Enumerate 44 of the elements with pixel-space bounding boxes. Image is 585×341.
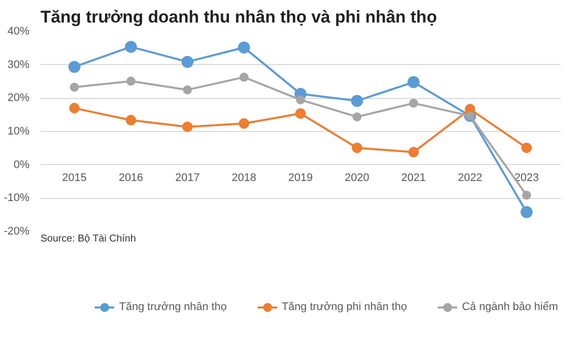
x-tick-label: 2023 xyxy=(514,172,539,184)
y-tick-label: 40% xyxy=(7,26,30,38)
point xyxy=(351,94,364,107)
legend-label: Tăng trưởng nhân thọ xyxy=(119,301,227,314)
point xyxy=(238,118,250,129)
x-tick-label: 2017 xyxy=(175,172,200,184)
point xyxy=(124,40,137,53)
point xyxy=(352,112,362,122)
y-tick-label: 0% xyxy=(14,158,30,171)
point xyxy=(69,102,80,114)
x-tick-label: 2021 xyxy=(401,172,426,184)
y-tick-label: 30% xyxy=(7,58,30,71)
point xyxy=(238,42,250,54)
point xyxy=(70,82,79,92)
y-tick-label: 20% xyxy=(7,92,30,104)
point xyxy=(126,76,136,86)
point xyxy=(296,95,305,104)
point xyxy=(352,142,362,154)
legend-label: Tăng trưởng phi nhân thọ xyxy=(282,301,407,314)
point xyxy=(126,114,136,126)
y-tick-label: -10% xyxy=(4,192,30,204)
point xyxy=(68,60,80,73)
x-tick-label: 2019 xyxy=(288,172,313,184)
x-tick-label: 2022 xyxy=(458,172,482,184)
x-tick-label: 2020 xyxy=(344,172,370,184)
point xyxy=(181,56,194,68)
point xyxy=(182,122,193,132)
point xyxy=(408,146,419,158)
point xyxy=(521,142,532,154)
point xyxy=(409,98,418,108)
legend-label: Cả ngành bảo hiểm xyxy=(462,301,558,314)
point xyxy=(408,76,420,88)
chart-title: Tăng trưởng doanh thu nhân thọ và phi nhân thọ xyxy=(40,8,437,26)
x-tick-label: 2018 xyxy=(232,172,256,184)
y-tick-label: -20% xyxy=(4,226,30,238)
x-tick-label: 2016 xyxy=(118,172,144,184)
y-tick-label: 10% xyxy=(7,126,30,138)
point xyxy=(522,190,532,200)
source-note: Source: Bộ Tài Chính xyxy=(40,234,136,244)
x-tick-label: 2015 xyxy=(62,172,87,184)
point xyxy=(182,85,192,94)
point xyxy=(520,206,533,218)
point xyxy=(295,108,306,119)
point xyxy=(239,72,248,82)
